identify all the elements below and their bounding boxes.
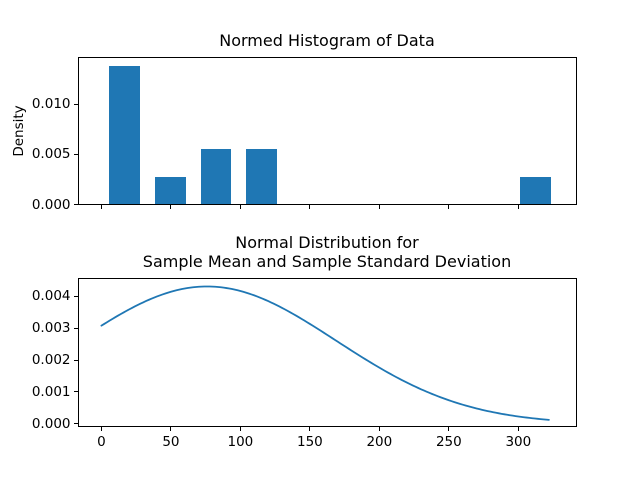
histogram-axes: [78, 57, 577, 205]
x-tick-mark: [100, 205, 102, 209]
y-tick-mark: [74, 103, 78, 105]
y-tick-label: 0.000: [31, 415, 71, 432]
x-tick-mark: [517, 427, 519, 431]
y-tick-mark: [74, 327, 78, 329]
x-tick-mark: [170, 427, 172, 431]
y-tick-mark: [74, 423, 78, 425]
x-tick-mark: [309, 205, 311, 209]
histogram-bar: [246, 148, 277, 204]
x-tick-label: 100: [227, 433, 254, 450]
x-tick-mark: [448, 427, 450, 431]
x-tick-label: 0: [97, 433, 106, 450]
y-tick-mark: [74, 204, 78, 205]
x-tick-mark: [239, 205, 241, 209]
y-tick-label: 0.010: [31, 96, 71, 113]
x-tick-mark: [378, 205, 380, 209]
y-tick-label: 0.003: [31, 320, 71, 337]
histogram-bar: [155, 176, 187, 204]
curve-axes: [78, 277, 577, 427]
x-tick-mark: [448, 205, 450, 209]
y-tick-mark: [74, 153, 78, 155]
x-tick-mark: [517, 205, 519, 209]
y-tick-label: 0.000: [31, 196, 71, 213]
y-tick-label: 0.004: [31, 288, 71, 305]
x-tick-mark: [378, 427, 380, 431]
x-tick-mark: [100, 427, 102, 431]
x-tick-label: 50: [162, 433, 180, 450]
curve-title: Normal Distribution for Sample Mean and …: [142, 232, 512, 271]
histogram-bar: [200, 148, 232, 204]
x-tick-label: 200: [366, 433, 393, 450]
y-tick-label: 0.002: [31, 352, 71, 368]
x-tick-mark: [170, 205, 172, 209]
y-tick-mark: [74, 359, 78, 361]
y-tick-label: 0.005: [31, 146, 71, 163]
y-tick-mark: [74, 295, 78, 297]
histogram-title: Normed Histogram of Data: [219, 31, 435, 50]
y-tick-label: 0.001: [31, 383, 71, 400]
x-tick-label: 250: [435, 433, 462, 450]
x-tick-mark: [309, 427, 311, 431]
x-tick-label: 150: [296, 433, 323, 450]
x-tick-label: 300: [505, 433, 532, 450]
histogram-bar: [520, 176, 551, 204]
histogram-bar: [109, 65, 140, 204]
x-tick-mark: [239, 427, 241, 431]
y-tick-mark: [74, 391, 78, 393]
